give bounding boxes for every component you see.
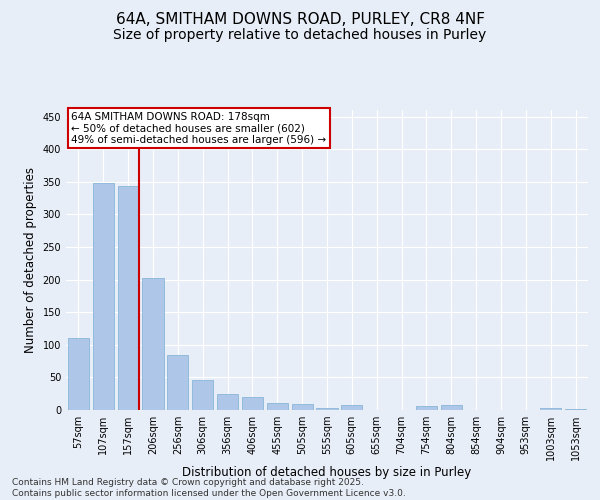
Bar [167,354,188,410]
Bar [441,405,462,410]
Bar [217,394,238,410]
Bar [341,406,362,410]
Bar [540,408,561,410]
Bar [93,183,114,410]
Bar [267,404,288,410]
Bar [118,186,139,410]
Bar [416,406,437,410]
Bar [292,404,313,410]
Text: 64A SMITHAM DOWNS ROAD: 178sqm
← 50% of detached houses are smaller (602)
49% of: 64A SMITHAM DOWNS ROAD: 178sqm ← 50% of … [71,112,326,144]
Y-axis label: Number of detached properties: Number of detached properties [24,167,37,353]
Bar [192,380,213,410]
Text: 64A, SMITHAM DOWNS ROAD, PURLEY, CR8 4NF: 64A, SMITHAM DOWNS ROAD, PURLEY, CR8 4NF [115,12,485,28]
Bar [242,397,263,410]
Text: Contains HM Land Registry data © Crown copyright and database right 2025.
Contai: Contains HM Land Registry data © Crown c… [12,478,406,498]
Text: Size of property relative to detached houses in Purley: Size of property relative to detached ho… [113,28,487,42]
Bar [565,408,586,410]
Bar [316,408,338,410]
X-axis label: Distribution of detached houses by size in Purley: Distribution of detached houses by size … [182,466,472,479]
Bar [142,278,164,410]
Bar [68,338,89,410]
